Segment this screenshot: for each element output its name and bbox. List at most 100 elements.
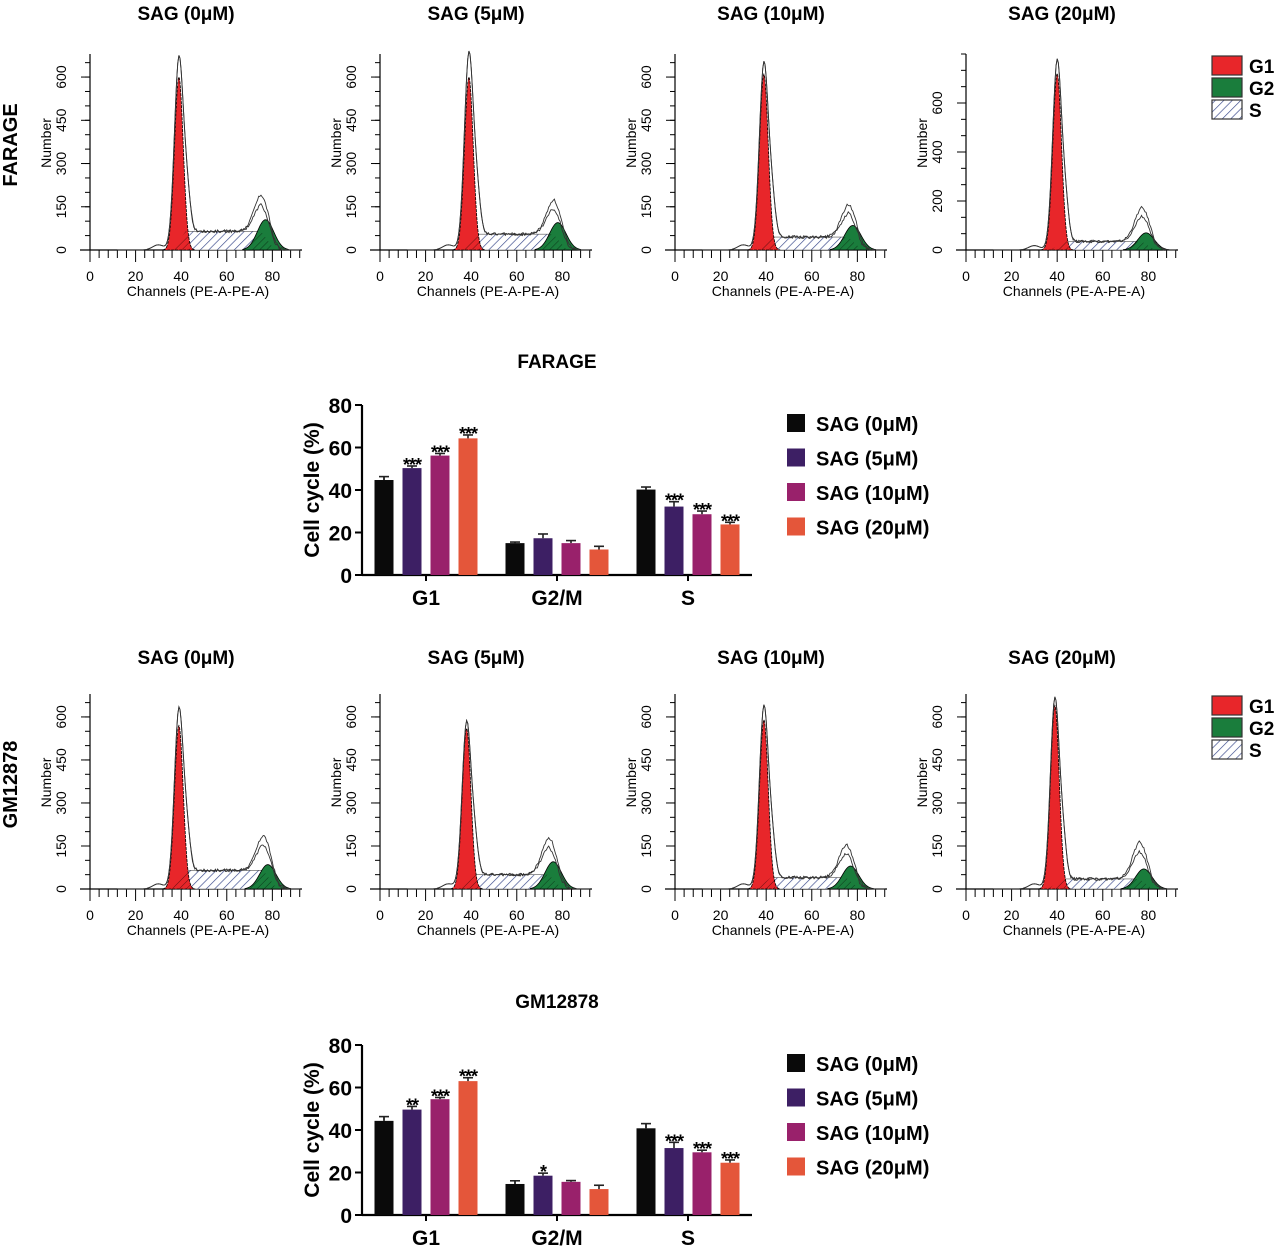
legend-swatch — [787, 1088, 805, 1107]
y-tick-label: 400 — [929, 140, 945, 164]
x-tick-label: 0 — [86, 268, 94, 284]
g1-peak-area — [1040, 72, 1074, 251]
legend-swatch — [787, 1123, 805, 1141]
fit-histogram-trace — [407, 50, 590, 251]
fit-histogram-trace — [993, 696, 1176, 890]
bar — [692, 514, 712, 575]
y-axis-label: Number — [623, 118, 639, 168]
s-overlap-g2 — [247, 231, 275, 250]
legend-swatch — [787, 414, 805, 432]
g1-peak-area — [452, 75, 486, 251]
bar — [636, 1128, 656, 1215]
legend-swatch — [787, 517, 805, 536]
s-overlap-g2 — [1127, 241, 1156, 250]
x-tick-label: 40 — [758, 907, 774, 923]
y-tick-label: 600 — [638, 65, 654, 89]
significance-marker: *** — [459, 424, 478, 444]
y-tick-label: 60 — [329, 1078, 352, 1101]
s-overlap-g1 — [172, 870, 191, 889]
fit-histogram-trace — [117, 55, 300, 251]
s-overlap-g2 — [249, 870, 277, 889]
significance-marker: *** — [431, 442, 450, 462]
bar — [589, 1189, 609, 1215]
raw-histogram-trace — [993, 696, 1176, 890]
y-tick-label: 450 — [53, 748, 69, 772]
legend-swatch-g1 — [1211, 695, 1243, 716]
y-tick-label: 600 — [343, 65, 359, 89]
y-tick-label: 20 — [329, 523, 352, 546]
y-tick-label: 150 — [638, 195, 654, 219]
x-tick-label: 60 — [1095, 268, 1111, 284]
legend-label: SAG (5μM) — [816, 1089, 918, 1111]
y-tick-label: 150 — [638, 834, 654, 858]
x-tick-label: 20 — [713, 907, 729, 923]
bar — [374, 1120, 394, 1215]
x-tick-label: 20 — [713, 268, 729, 284]
s-overlap-g2 — [535, 874, 563, 889]
significance-marker: *** — [693, 500, 712, 520]
y-tick-label: 0 — [343, 885, 359, 893]
y-tick-label: 600 — [53, 705, 69, 729]
x-tick-label: 0 — [86, 907, 94, 923]
y-tick-label: 300 — [343, 791, 359, 815]
g1-peak-area — [162, 75, 196, 251]
legend-label: G1 — [1249, 697, 1275, 718]
raw-histogram-trace — [117, 55, 300, 251]
y-tick-label: 450 — [638, 108, 654, 132]
raw-histogram-trace — [702, 61, 885, 251]
legend-label: SAG (0μM) — [816, 414, 918, 436]
chart-title: GM12878 — [515, 992, 598, 1013]
plot-title: SAG (5μM) — [427, 4, 524, 25]
x-tick-label: 40 — [173, 907, 189, 923]
bar — [692, 1152, 712, 1215]
legend-swatch-s — [1211, 99, 1243, 120]
x-tick-label: S — [681, 1227, 695, 1248]
fit-histogram-trace — [702, 61, 885, 251]
x-tick-label: 80 — [555, 907, 571, 923]
x-tick-label: 40 — [1049, 907, 1065, 923]
x-tick-label: 0 — [671, 268, 679, 284]
legend-swatch-g2 — [1211, 77, 1243, 98]
bar — [589, 549, 609, 575]
x-tick-label: 60 — [219, 907, 235, 923]
y-tick-label: 40 — [329, 480, 352, 503]
y-tick-label: 0 — [53, 885, 69, 893]
chart-title: FARAGE — [517, 352, 596, 373]
x-tick-label: 20 — [128, 907, 144, 923]
x-tick-label: 0 — [671, 907, 679, 923]
histogram-plot: SAG (5μM) 0 150 300 450 600 Number 0 20 40 60 80Cha… — [328, 4, 592, 299]
raw-histogram-trace — [407, 718, 590, 890]
bar — [720, 524, 740, 575]
fit-histogram-trace — [117, 705, 300, 890]
y-tick-label: 150 — [343, 834, 359, 858]
y-tick-label: 150 — [343, 195, 359, 219]
s-overlap-g1 — [1050, 241, 1069, 250]
row-label: FARAGE — [0, 103, 22, 186]
legend-label: SAG (10μM) — [816, 483, 929, 505]
y-tick-label: 0 — [53, 246, 69, 254]
bar — [561, 543, 581, 575]
bar-legend: SAG (0μM) SAG (5μM) SAG (10μM) SAG (20μM) — [787, 1054, 929, 1180]
bar — [720, 1162, 740, 1215]
y-axis-label: Number — [328, 757, 344, 807]
legend-swatch — [787, 1054, 805, 1072]
plot-title: SAG (0μM) — [137, 4, 234, 25]
g1-peak-area — [1038, 704, 1072, 890]
bar — [430, 455, 450, 575]
y-tick-label: 20 — [329, 1163, 352, 1186]
y-tick-label: 600 — [929, 705, 945, 729]
x-tick-label: 60 — [804, 268, 820, 284]
legend-swatch-g2 — [1211, 717, 1243, 738]
s-overlap-g2 — [1125, 878, 1153, 889]
y-tick-label: 600 — [53, 65, 69, 89]
x-axis-label: Channels (PE-A-PE-A) — [417, 922, 559, 938]
y-axis-label: Number — [38, 757, 54, 807]
x-tick-label: 20 — [418, 268, 434, 284]
g1-peak-area — [747, 73, 781, 251]
g1-peak-area — [162, 724, 196, 890]
y-tick-label: 450 — [638, 748, 654, 772]
